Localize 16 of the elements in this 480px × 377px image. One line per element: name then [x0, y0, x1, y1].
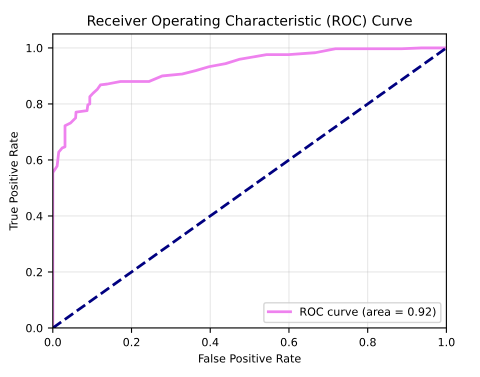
x-tick-label: 0.8 — [360, 338, 376, 346]
y-tick-label: 1.0 — [26, 44, 42, 52]
x-tick-label: 0.0 — [44, 338, 61, 346]
x-axis-title: False Positive Rate — [199, 354, 301, 363]
y-tick-label: 0.0 — [26, 324, 42, 332]
y-axis-title: True Positive Rate — [9, 132, 18, 230]
x-tick-label: 0.4 — [202, 338, 218, 346]
y-tick-label: 0.8 — [26, 100, 42, 108]
legend-label: ROC curve (area = 0.92) — [300, 307, 436, 318]
chart-title: Receiver Operating Characteristic (ROC) Curve — [88, 15, 412, 28]
y-tick-label: 0.2 — [26, 268, 42, 276]
x-tick-label: 1.0 — [438, 338, 454, 346]
y-tick-label: 0.6 — [26, 156, 42, 164]
y-tick-label: 0.4 — [26, 212, 42, 220]
x-tick-label: 0.6 — [280, 338, 298, 346]
x-tick-label: 0.2 — [123, 338, 140, 346]
